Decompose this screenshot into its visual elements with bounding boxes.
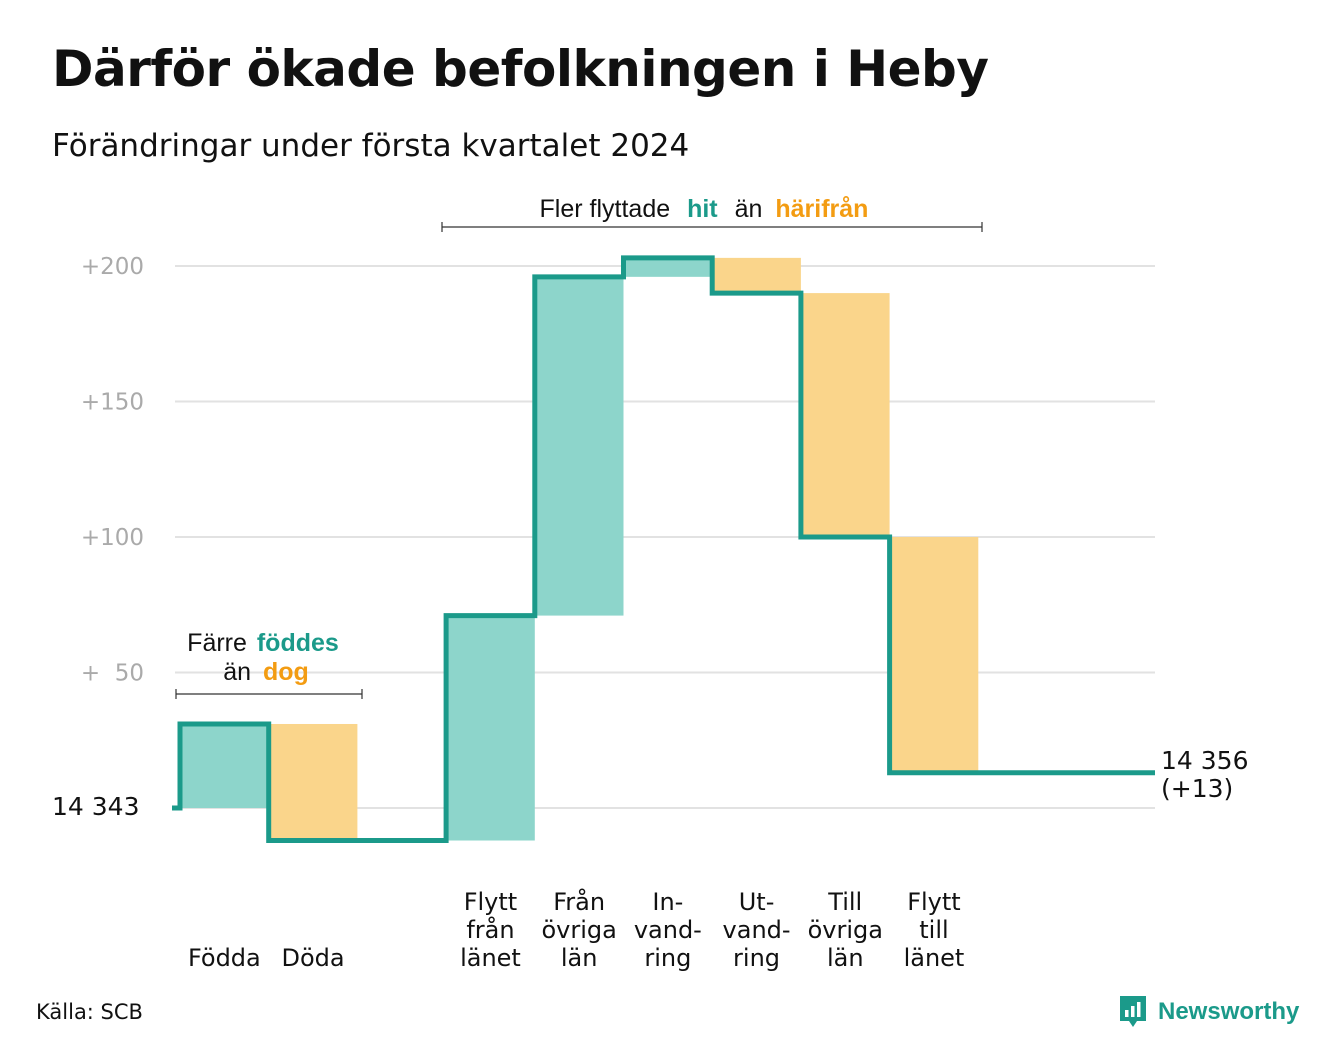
chart-title: Därför ökade befolkningen i Heby bbox=[52, 40, 989, 98]
annotation-bd-prefix: Färre bbox=[187, 629, 247, 657]
annotation-mig-prefix: Fler flyttade bbox=[540, 195, 671, 223]
labels-layer: Födda DödaFlyttfrånlänetFrånövrigalänIn-v… bbox=[188, 887, 964, 972]
category-label: län bbox=[561, 944, 598, 972]
newsworthy-logo-icon bbox=[1120, 996, 1146, 1027]
category-label: In- bbox=[652, 888, 683, 916]
waterfall-bar bbox=[446, 615, 535, 841]
annotation-mig-middle: än bbox=[735, 195, 763, 223]
category-label: ring bbox=[733, 944, 780, 972]
end-value-label: 14 356 bbox=[1161, 746, 1248, 775]
chart-subtitle: Förändringar under första kvartalet 2024 bbox=[52, 128, 690, 164]
y-tick-label: + 50 bbox=[81, 661, 144, 687]
category-label: län bbox=[827, 944, 864, 972]
category-label: Födda bbox=[188, 944, 261, 972]
category-label: ring bbox=[644, 944, 691, 972]
annotation-mig-highlight2: härifrån bbox=[775, 195, 868, 223]
cumulative-step-line bbox=[172, 255, 1155, 844]
waterfall-bar bbox=[623, 257, 713, 277]
waterfall-bar bbox=[889, 537, 979, 773]
waterfall-bar bbox=[534, 276, 624, 616]
category-label: vand- bbox=[723, 916, 791, 944]
waterfall-bar bbox=[268, 723, 358, 841]
category-label: övriga bbox=[808, 916, 883, 944]
category-label: övriga bbox=[541, 916, 616, 944]
waterfall-bar bbox=[180, 723, 269, 808]
annotation-bd-highlight2: dog bbox=[263, 658, 309, 686]
category-label: länet bbox=[460, 944, 521, 972]
svg-text:Färre föddes: Färre föddes bbox=[187, 629, 339, 657]
end-change-label: (+13) bbox=[1161, 774, 1233, 803]
category-label: vand- bbox=[634, 916, 702, 944]
annotation-mig-highlight1: hit bbox=[687, 195, 718, 223]
category-label: Döda bbox=[281, 944, 344, 972]
y-tick-label: +150 bbox=[81, 390, 144, 416]
svg-text:än dog: än dog bbox=[223, 658, 309, 686]
category-label: från bbox=[466, 915, 514, 944]
annotation-bd-prefix2: än bbox=[223, 658, 251, 686]
line-layer bbox=[172, 255, 1155, 844]
svg-text:Fler flyttade hit: Fler flyttade hit än härifrån bbox=[540, 195, 869, 223]
category-label: Från bbox=[553, 887, 605, 916]
newsworthy-logo-text: Newsworthy bbox=[1158, 998, 1300, 1025]
y-tick-label: +100 bbox=[81, 525, 144, 551]
category-label: Ut- bbox=[739, 888, 775, 916]
source-note: Källa: SCB bbox=[36, 1000, 143, 1024]
category-label: Till bbox=[827, 888, 862, 916]
waterfall-bar bbox=[712, 257, 801, 294]
y-tick-label: +200 bbox=[81, 254, 144, 280]
start-value-label: 14 343 bbox=[52, 792, 139, 821]
waterfall-bar bbox=[800, 293, 890, 537]
category-label: till bbox=[919, 916, 948, 944]
category-label: Flytt bbox=[907, 888, 961, 916]
annotation-births-deaths: Färre föddes än dog bbox=[175, 629, 363, 699]
category-label: Flytt bbox=[464, 888, 518, 916]
annotation-bd-highlight1: föddes bbox=[257, 629, 339, 657]
newsworthy-logo: Newsworthy bbox=[1118, 994, 1299, 1030]
category-label: länet bbox=[904, 944, 965, 972]
annotation-migration: Fler flyttade hit än härifrån bbox=[441, 195, 983, 232]
bars-layer bbox=[180, 257, 979, 841]
